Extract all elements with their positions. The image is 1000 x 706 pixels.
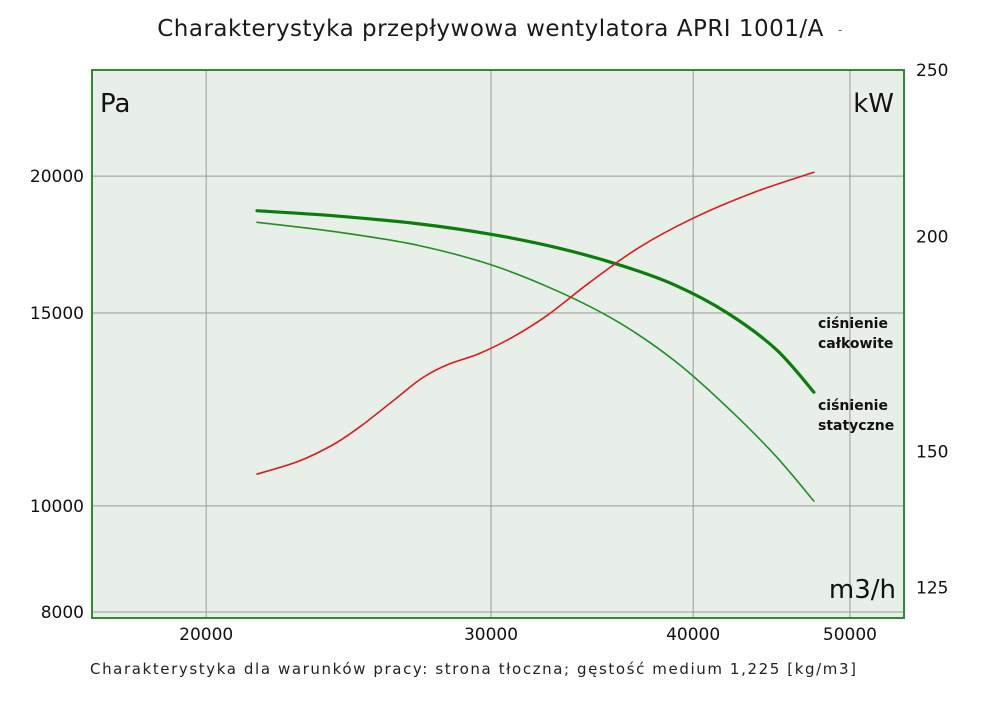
line-static-pressure (256, 221, 815, 502)
series-label-static-line2: statyczne (818, 418, 894, 434)
grid-lines (92, 70, 904, 618)
y-axis-unit-pa: Pa (100, 89, 130, 119)
y-tick-label: 8000 (41, 603, 84, 623)
x-tick-label: 50000 (823, 625, 877, 645)
series-label-total-line1: ciśnienie (818, 316, 888, 332)
plot-frame (91, 69, 905, 619)
line-power (256, 171, 815, 475)
y2-tick-label: 125 (916, 579, 948, 599)
y-tick-label: 20000 (30, 167, 84, 187)
series-label-total-line2: całkowite (818, 336, 893, 352)
y2-tick-label: 150 (916, 442, 948, 462)
tick-labels: 20000 30000 40000 50000 8000 10000 15000 20000 1… (30, 61, 949, 645)
x-tick-label: 40000 (666, 625, 720, 645)
chart-caption: Charakterystyka dla warunków pracy: stro… (90, 660, 858, 678)
curves (255, 171, 816, 502)
title-mark: - (837, 22, 843, 37)
y-tick-label: 10000 (30, 497, 84, 517)
x-axis-unit: m3/h (829, 575, 896, 605)
y2-axis-unit-kw: kW (853, 89, 894, 119)
x-tick-label: 20000 (179, 625, 233, 645)
y2-tick-label: 250 (916, 61, 948, 81)
series-label-static-line1: ciśnienie (818, 398, 888, 414)
y2-tick-label: 200 (916, 228, 948, 248)
y-tick-label: 15000 (30, 304, 84, 324)
x-tick-label: 30000 (464, 625, 518, 645)
line-total-pressure (255, 209, 816, 394)
chart-title: Charakterystyka przepływowa wentylatora … (157, 16, 843, 42)
